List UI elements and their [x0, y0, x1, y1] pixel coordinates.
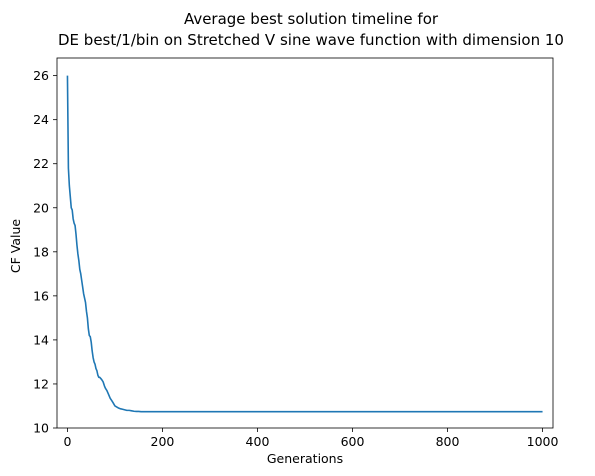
y-tick-label: 18 [33, 244, 49, 259]
series-line [66, 75, 543, 413]
x-tick-label: 800 [436, 434, 460, 449]
x-axis-label: Generations [267, 451, 343, 466]
x-tick-label: 400 [246, 434, 270, 449]
plot-area-frame [56, 57, 554, 429]
y-tick-label: 26 [33, 68, 49, 83]
axis-ticks: 0 200 400 600 800 1000 10 12 14 16 18 20 22 24 26 [33, 68, 558, 449]
x-tick-label: 1000 [527, 434, 559, 449]
y-tick-label: 20 [33, 200, 49, 215]
y-tick-label: 12 [33, 376, 49, 391]
x-tick-label: 200 [151, 434, 175, 449]
y-tick-label: 14 [33, 332, 49, 347]
x-tick-label: 600 [341, 434, 365, 449]
y-tick-label: 16 [33, 288, 49, 303]
x-tick-label: 0 [63, 434, 71, 449]
y-tick-label: 10 [33, 421, 49, 436]
y-tick-label: 22 [33, 156, 49, 171]
y-axis-label: CF Value [8, 219, 23, 274]
chart-title-line-2: DE best/1/bin on Stretched V sine wave f… [58, 31, 564, 49]
y-tick-label: 24 [33, 112, 49, 127]
chart-title-line-1: Average best solution timeline for [184, 10, 439, 28]
